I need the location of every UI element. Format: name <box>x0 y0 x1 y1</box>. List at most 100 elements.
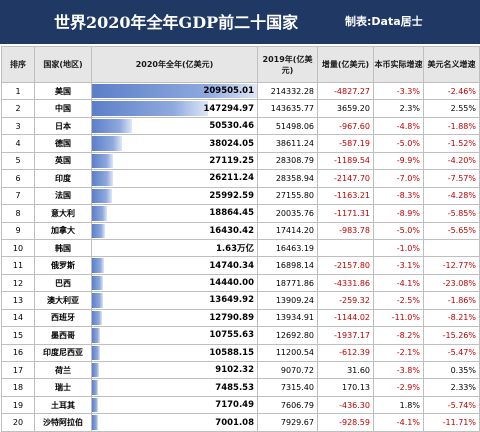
cell-growth: -928.59 <box>317 413 374 432</box>
cell-usd-growth: -5.85% <box>423 204 480 223</box>
cell-country: 韩国 <box>34 238 92 258</box>
cell-gdp2020: 38024.05 <box>91 134 258 153</box>
cell-rank: 18 <box>1 378 35 397</box>
gdp-bar <box>92 328 101 343</box>
gdp-bar <box>92 153 114 169</box>
cell-local-growth: -5.0% <box>373 134 424 153</box>
cell-usd-growth: -4.20% <box>423 151 480 171</box>
cell-gdp2019: 16898.14 <box>257 256 318 275</box>
cell-growth: -587.19 <box>317 134 374 153</box>
cell-gdp2019: 16463.19 <box>257 238 318 258</box>
cell-gdp2019: 13934.91 <box>257 308 318 328</box>
header-country: 国家(地区) <box>34 46 92 83</box>
cell-usd-growth: -5.74% <box>423 395 480 415</box>
cell-rank: 16 <box>1 343 35 363</box>
gdp2020-value: 14440.00 <box>209 278 254 289</box>
cell-gdp2020: 10588.15 <box>91 343 258 363</box>
gdp-bar <box>92 415 98 430</box>
cell-growth <box>317 238 374 258</box>
cell-usd-growth: -12.77% <box>423 256 480 275</box>
cell-gdp2020: 14440.00 <box>91 273 258 293</box>
header-gdp2019: 2019年(亿美元) <box>257 46 318 83</box>
gdp-bar <box>92 101 208 116</box>
cell-local-growth: -1.0% <box>373 238 424 258</box>
cell-usd-growth: -11.71% <box>423 413 480 432</box>
gdp2020-value: 1.63万亿 <box>216 244 254 255</box>
cell-growth: -983.78 <box>317 221 374 240</box>
cell-rank: 13 <box>1 291 35 310</box>
table-row: 11 俄罗斯 14740.34 16898.14 -2157.80 -3.1% -12.77… <box>1 256 480 275</box>
cell-growth: -1144.02 <box>317 308 374 328</box>
gdp-bar <box>92 363 100 378</box>
cell-gdp2020: 9102.32 <box>91 360 258 380</box>
cell-growth: -4827.27 <box>317 81 374 101</box>
cell-rank: 19 <box>1 395 35 415</box>
gdp-bar <box>92 206 107 221</box>
cell-country: 德国 <box>34 134 92 153</box>
gdp2020-value: 7170.49 <box>215 400 254 411</box>
cell-country: 印度尼西亚 <box>34 343 92 363</box>
gdp-bar <box>92 136 122 151</box>
cell-gdp2020: 25992.59 <box>91 186 258 206</box>
cell-gdp2019: 17414.20 <box>257 221 318 240</box>
table-row: 8 意大利 18864.45 20035.76 -1171.31 -8.9% -5.85% <box>1 204 480 223</box>
cell-local-growth: -9.9% <box>373 151 424 171</box>
table-row: 15 墨西哥 10755.63 12692.80 -1937.17 -8.2% -15.26… <box>1 326 480 345</box>
cell-local-growth: -2.9% <box>373 378 424 397</box>
cell-country: 墨西哥 <box>34 326 92 345</box>
cell-local-growth: -4.8% <box>373 116 424 136</box>
table-row: 4 德国 38024.05 38611.24 -587.19 -5.0% -1.52% <box>1 134 480 153</box>
cell-rank: 15 <box>1 326 35 345</box>
cell-gdp2020: 16430.42 <box>91 221 258 240</box>
cell-rank: 7 <box>1 186 35 206</box>
cell-local-growth: -2.5% <box>373 291 424 310</box>
table-row: 18 瑞士 7485.53 7315.40 170.13 -2.9% 2.33% <box>1 378 480 397</box>
cell-rank: 2 <box>1 99 35 118</box>
cell-usd-growth: -7.57% <box>423 169 480 188</box>
cell-country: 土耳其 <box>34 395 92 415</box>
cell-gdp2019: 7606.79 <box>257 395 318 415</box>
cell-gdp2019: 38611.24 <box>257 134 318 153</box>
cell-gdp2019: 18771.86 <box>257 273 318 293</box>
table-row: 19 土耳其 7170.49 7606.79 -436.30 1.8% -5.74% <box>1 395 480 415</box>
cell-country: 法国 <box>34 186 92 206</box>
gdp2020-value: 147294.97 <box>203 103 254 114</box>
cell-growth: -1163.21 <box>317 186 374 206</box>
cell-local-growth: -3.1% <box>373 256 424 275</box>
cell-gdp2020: 209505.01 <box>91 81 258 101</box>
cell-growth: -4331.86 <box>317 273 374 293</box>
cell-gdp2020: 26211.24 <box>91 169 258 188</box>
cell-rank: 17 <box>1 360 35 380</box>
cell-gdp2020: 50530.46 <box>91 116 258 136</box>
cell-growth: -259.32 <box>317 291 374 310</box>
table-row: 2 中国 147294.97 143635.77 3659.20 2.3% 2.55% <box>1 99 480 118</box>
cell-gdp2020: 7170.49 <box>91 395 258 415</box>
cell-usd-growth: -1.86% <box>423 291 480 310</box>
table-row: 17 荷兰 9102.32 9070.72 31.60 -3.8% 0.35% <box>1 360 480 380</box>
table-row: 20 沙特阿拉伯 7001.08 7929.67 -928.59 -4.1% -11.71% <box>1 413 480 432</box>
cell-rank: 12 <box>1 273 35 293</box>
table-row: 10 韩国 1.63万亿 16463.19 -1.0% <box>1 238 480 258</box>
cell-rank: 11 <box>1 256 35 275</box>
cell-growth: -1171.31 <box>317 204 374 223</box>
title-credit: 制表:Data居士 <box>345 15 423 28</box>
table-row: 1 美国 209505.01 214332.28 -4827.27 -3.3% -2.46% <box>1 81 480 101</box>
cell-local-growth: -7.0% <box>373 169 424 188</box>
cell-growth: -1937.17 <box>317 326 374 345</box>
cell-country: 瑞士 <box>34 378 92 397</box>
cell-country: 西班牙 <box>34 308 92 328</box>
page-title: 世界2020年全年GDP前二十国家 <box>54 13 299 32</box>
header-local-growth: 本币实际增速 <box>373 46 424 83</box>
gdp-bar <box>92 345 101 360</box>
cell-gdp2020: 27119.25 <box>91 151 258 171</box>
cell-country: 英国 <box>34 151 92 171</box>
cell-gdp2019: 7315.40 <box>257 378 318 397</box>
cell-growth: -967.60 <box>317 116 374 136</box>
gdp-bar <box>92 380 98 395</box>
cell-country: 印度 <box>34 169 92 188</box>
cell-local-growth: 2.3% <box>373 99 424 118</box>
cell-gdp2019: 28308.79 <box>257 151 318 171</box>
cell-usd-growth: -15.26% <box>423 326 480 345</box>
gdp-table: 排序 国家(地区) 2020年全年(亿美元) 2019年(亿美元) 增量(亿美元… <box>1 46 480 432</box>
cell-country: 中国 <box>34 99 92 118</box>
